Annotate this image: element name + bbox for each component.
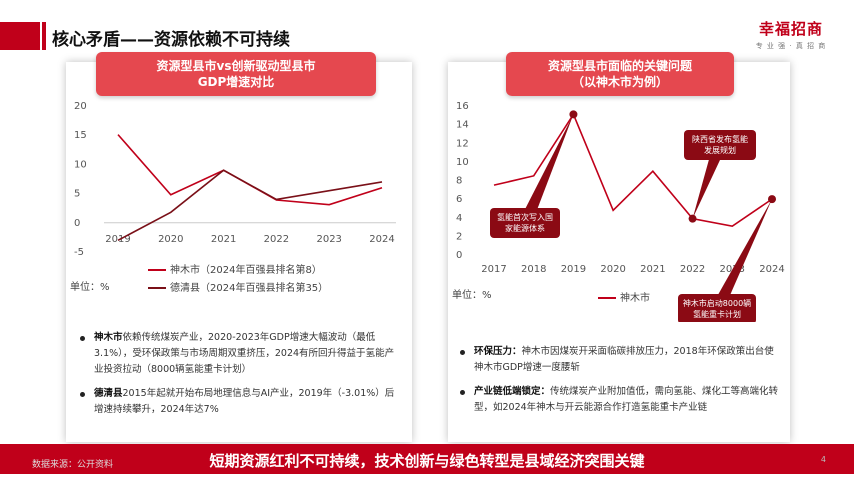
x-tick-label: 2021 [640, 264, 665, 275]
bullet-text: 依赖传统煤炭产业，2020-2023年GDP增速大幅波动（最低3.1%），受环保… [94, 332, 395, 375]
right-bullets: 环保压力：神木市因煤炭开采面临碳排放压力，2018年环保政策出台使神木市GDP增… [458, 344, 782, 424]
callout-pointer [710, 199, 772, 309]
callout-box [490, 208, 560, 238]
bullet-dot [80, 392, 85, 397]
bullet-text: 神木市因煤炭开采面临碳排放压力，2018年环保政策出台使神木市GDP增速一度腰斩 [474, 346, 774, 373]
callout-text: 氢能首次写入国 [497, 212, 553, 222]
left-panel: 资源型县市vs创新驱动型县市 GDP增速对比 -5 0 5 10 15 20 2019 20… [66, 52, 412, 442]
callout-box [684, 130, 756, 160]
callout-pointer [518, 114, 574, 223]
y-tick-label: 15 [74, 130, 87, 141]
footer-bar: 短期资源红利不可持续，技术创新与绿色转型是县域经济突围关键 [0, 444, 854, 474]
callout-text: 氢能重卡计划 [693, 309, 741, 319]
callout-text: 神木市启动8000辆 [683, 298, 751, 308]
left-panel-title-line2: GDP增速对比 [197, 75, 275, 89]
bullet-item: 德清县2015年起就开始布局地理信息与AI产业，2019年（-3.01%）后增速… [78, 386, 400, 418]
y-tick-label: 0 [74, 218, 80, 229]
y-tick-label: 10 [456, 157, 469, 168]
y-tick-label: 8 [456, 176, 462, 187]
callout-text: 发展规划 [704, 145, 736, 155]
right-unit-label: 单位：% [452, 288, 492, 301]
left-unit-label: 单位：% [70, 280, 110, 293]
y-tick-label: 4 [456, 213, 462, 224]
left-panel-header: 资源型县市vs创新驱动型县市 GDP增速对比 [96, 52, 376, 96]
series-line [117, 169, 383, 242]
x-tick-label: 2024 [369, 234, 394, 245]
right-panel: 资源型县市面临的关键问题 （以神木市为例） 0 2 4 6 8 10 12 14 16 2017… [448, 52, 790, 442]
x-tick-label: 2020 [158, 234, 183, 245]
left-bullets: 神木市依赖传统煤炭产业，2020-2023年GDP增速大幅波动（最低3.1%），… [78, 330, 400, 426]
y-tick-label: 14 [456, 120, 469, 131]
y-tick-label: 6 [456, 194, 462, 205]
shenmu-gdp-chart: 0 2 4 6 8 10 12 14 16 2017 2018 2019 2020 2021 2022 20… [452, 101, 785, 322]
y-tick-label: 10 [74, 159, 87, 170]
data-source: 数据来源：公开资料 [32, 460, 114, 470]
brand-name: 幸福招商 [758, 20, 823, 38]
bullet-item: 产业链低端锁定：传统煤炭产业附加值低，需向氢能、煤化工等高端化转型，如2024年… [458, 384, 782, 416]
page-title: 核心矛盾——资源依赖不可持续 [52, 30, 290, 50]
series-line [117, 134, 383, 206]
bullet-dot [460, 390, 465, 395]
left-panel-title-line1: 资源型县市vs创新驱动型县市 [156, 59, 316, 73]
title-bar: 核心矛盾——资源依赖不可持续 [0, 22, 854, 50]
bullet-dot [80, 336, 85, 341]
series-line [493, 112, 773, 227]
footer-summary: 短期资源红利不可持续，技术创新与绿色转型是县域经济突围关键 [209, 452, 645, 470]
bullet-keyword: 神木市 [94, 332, 123, 343]
right-panel-title-line1: 资源型县市面临的关键问题 [547, 59, 692, 73]
title-accent-stripe [42, 22, 46, 50]
y-tick-label: 5 [74, 189, 80, 200]
bullet-item: 神木市依赖传统煤炭产业，2020-2023年GDP增速大幅波动（最低3.1%），… [78, 330, 400, 378]
x-tick-label: 2022 [264, 234, 289, 245]
right-panel-header: 资源型县市面临的关键问题 （以神木市为例） [506, 52, 734, 96]
highlight-point [569, 110, 578, 119]
x-tick-label: 2019 [561, 264, 586, 275]
brand-slogan: 专 业 强 · 真 招 商 [755, 42, 827, 50]
x-tick-label: 2022 [680, 264, 705, 275]
bullet-item: 环保压力：神木市因煤炭开采面临碳排放压力，2018年环保政策出台使神木市GDP增… [458, 344, 782, 376]
x-tick-label: 2018 [521, 264, 546, 275]
y-tick-label: 20 [74, 101, 87, 112]
title-accent [0, 22, 40, 50]
x-tick-label: 2023 [316, 234, 341, 245]
highlight-point [688, 214, 697, 223]
legend-label: 神木市（2024年百强县排名第8） [170, 263, 322, 276]
callout-text: 家能源体系 [505, 223, 545, 233]
y-tick-label: 2 [456, 231, 462, 242]
x-tick-label: 2017 [481, 264, 506, 275]
bullet-text: 传统煤炭产业附加值低，需向氢能、煤化工等高端化转型，如2024年神木与开云能源合… [474, 386, 779, 413]
x-tick-label: 2023 [720, 264, 745, 275]
x-tick-label: 2024 [759, 264, 784, 275]
x-tick-label: 2020 [600, 264, 625, 275]
y-tick-label: 12 [456, 138, 469, 149]
callout-box [678, 294, 756, 322]
brand-logo: 幸福招商 专 业 强 · 真 招 商 [748, 18, 834, 51]
page-number: 4 [820, 455, 826, 464]
legend-label: 神木市 [620, 291, 650, 304]
bullet-keyword: 产业链低端锁定： [474, 386, 551, 397]
legend-label: 德清县（2024年百强县排名第35） [170, 281, 328, 294]
callout-text: 陕西省发布氢能 [692, 134, 748, 144]
right-panel-title-line2: （以神木市为例） [571, 75, 668, 89]
y-tick-label: 16 [456, 101, 469, 112]
bullet-dot [460, 350, 465, 355]
y-tick-label: -5 [74, 247, 84, 258]
bullet-text: 2015年起就开始布局地理信息与AI产业，2019年（-3.01%）后增速持续攀… [94, 388, 395, 415]
bullet-keyword: 环保压力： [474, 346, 522, 357]
x-tick-label: 2021 [211, 234, 236, 245]
bullet-keyword: 德清县 [94, 388, 123, 399]
y-tick-label: 0 [456, 250, 462, 261]
